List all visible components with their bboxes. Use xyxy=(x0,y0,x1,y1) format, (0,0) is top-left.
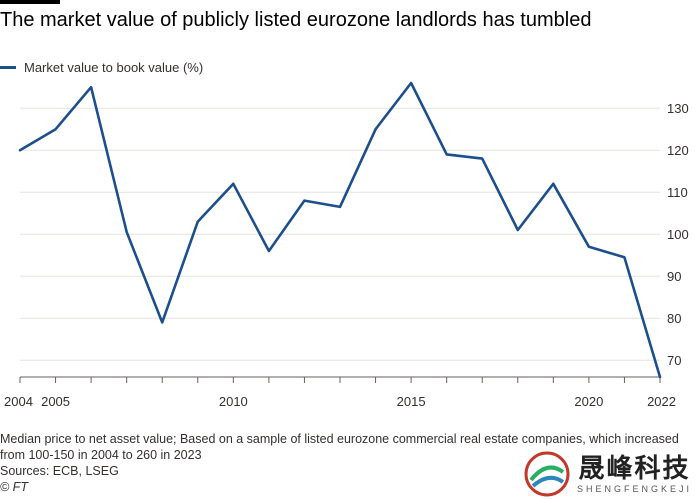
footnote: Median price to net asset value; Based o… xyxy=(0,432,679,462)
legend: Market value to book value (%) xyxy=(0,60,203,75)
watermark-logo-icon xyxy=(524,451,570,497)
gridlines xyxy=(20,107,660,361)
y-tick-label: 120 xyxy=(667,143,689,158)
y-tick-label: 70 xyxy=(667,353,681,368)
y-tick-label: 110 xyxy=(667,185,688,200)
y-tick-label: 90 xyxy=(667,269,681,284)
series-line xyxy=(18,81,662,379)
legend-label: Market value to book value (%) xyxy=(24,60,204,75)
watermark: 晟峰科技 SHENGFENGKEJI xyxy=(523,450,692,498)
copyright: © FT xyxy=(0,480,28,494)
x-axis: 2004 2005 2010 2015 2020 2022 xyxy=(4,376,676,409)
x-tick-label: 2022 xyxy=(647,394,676,409)
watermark-cn: 晟峰科技 xyxy=(578,453,691,483)
x-tick-label: 2010 xyxy=(219,394,248,409)
y-tick-label: 100 xyxy=(667,227,689,242)
series-lines xyxy=(18,81,662,379)
y-tick-label: 80 xyxy=(667,311,681,326)
y-tick-label: 130 xyxy=(667,101,689,116)
watermark-en: SHENGFENGKEJI xyxy=(576,484,692,494)
sources: Sources: ECB, LSEG xyxy=(0,464,119,478)
footer: Median price to net asset value; Based o… xyxy=(0,431,690,495)
x-tick-label: 2015 xyxy=(397,394,426,409)
y-tick-labels: 70 80 90 100 110 120 130 xyxy=(667,101,689,368)
chart-title: The market value of publicly listed euro… xyxy=(0,9,592,31)
x-tick-label: 2005 xyxy=(41,394,70,409)
x-tick-label: 2020 xyxy=(574,394,603,409)
top-rule xyxy=(0,0,60,4)
legend-swatch xyxy=(0,66,16,69)
x-tick-label: 2004 xyxy=(4,394,33,409)
